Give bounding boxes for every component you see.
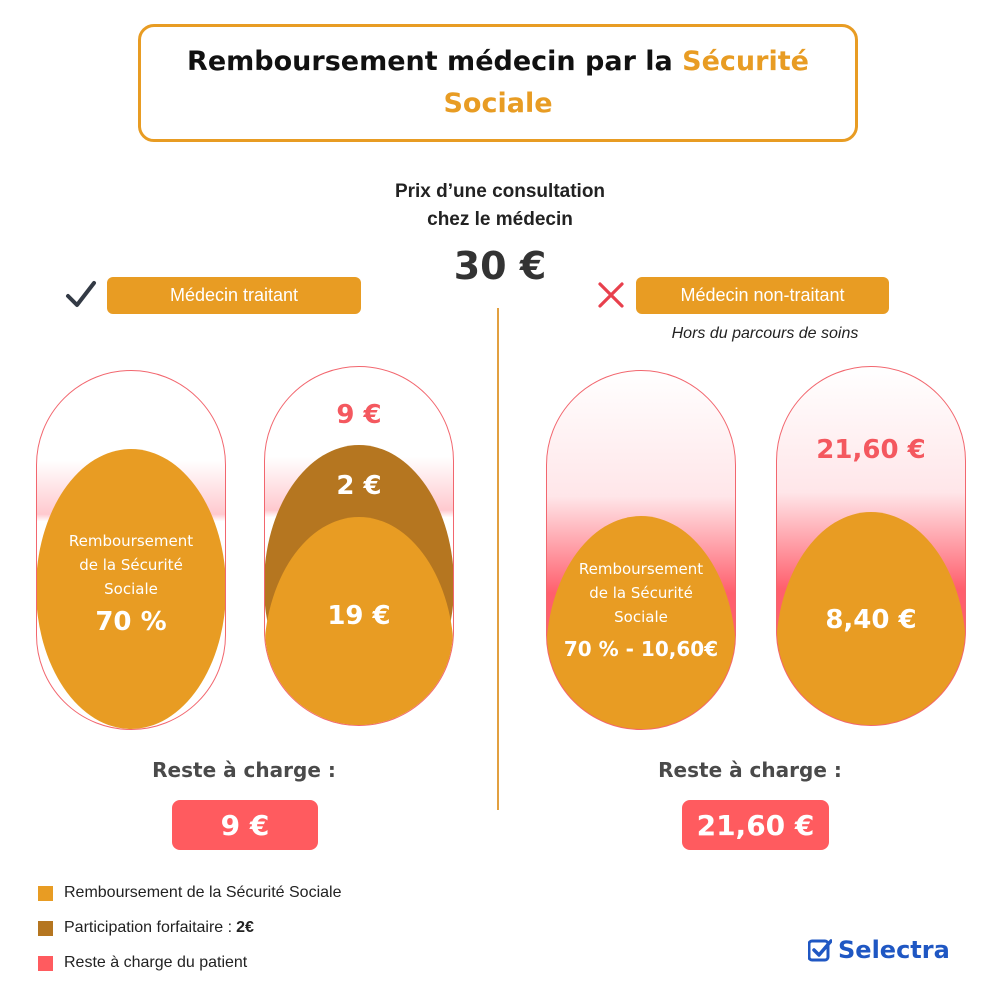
selectra-logo: Selectra — [808, 935, 950, 965]
capsule-reste-value: 9 € — [336, 400, 382, 430]
legend-item-reste: Reste à charge du patient — [38, 952, 247, 974]
capsule-label-line3: Sociale — [104, 580, 158, 598]
legend-item-participation: Participation forfaitaire : 2€ — [38, 917, 254, 939]
check-icon — [66, 281, 96, 307]
tag-medecin-non-traitant: Médecin non-traitant — [636, 277, 889, 314]
reste-badge-right: 21,60 € — [682, 800, 829, 850]
center-divider — [497, 308, 499, 810]
legend-strong: 2€ — [236, 919, 254, 936]
tag-medecin-traitant: Médecin traitant — [107, 277, 361, 314]
reste-label-right: Reste à charge : — [658, 758, 842, 782]
capsule-traitant-remboursement: Remboursement de la Sécurité Sociale 70 … — [36, 370, 226, 730]
consultation-caption-line1: Prix d’une consultation — [394, 181, 606, 202]
title-main: Remboursement médecin par la — [187, 46, 683, 77]
capsule-label-line2: de la Sécurité — [79, 556, 183, 574]
capsule-non-traitant-montants: 21,60 € 8,40 € — [776, 366, 966, 726]
brand-name: Selectra — [838, 936, 950, 964]
consultation-caption-line2: chez le médecin — [427, 209, 573, 230]
legend-swatch-orange — [38, 885, 53, 901]
cross-icon — [598, 282, 624, 308]
capsule-non-traitant-remboursement: Remboursement de la Sécurité Sociale 70 … — [546, 370, 736, 730]
reste-label-left: Reste à charge : — [152, 758, 336, 782]
capsule-rembourse-value: 19 € — [327, 601, 391, 631]
legend-label: Remboursement de la Sécurité Sociale — [64, 884, 342, 901]
hors-parcours-note: Hors du parcours de soins — [671, 325, 859, 342]
legend-label: Reste à charge du patient — [64, 954, 248, 971]
capsule-percentage: 70 % — [95, 607, 167, 637]
capsule-rembourse-value: 8,40 € — [825, 605, 917, 635]
selectra-check-icon — [808, 939, 832, 962]
page-title: Remboursement médecin par la Sécurité So… — [168, 41, 828, 125]
title-accent: Sécurité Sociale — [443, 46, 809, 119]
disc-remboursement — [547, 516, 735, 729]
capsule-traitant-montants: 9 € 2 € 19 € — [264, 366, 454, 726]
capsule-participation-value: 2 € — [336, 471, 382, 501]
disc-remboursement — [777, 512, 965, 725]
capsule-label-line1: Remboursement — [578, 560, 704, 578]
legend-swatch-brown — [38, 920, 53, 936]
consultation-caption: Prix d’une consultation chez le médecin — [350, 178, 650, 234]
capsule-label-line2: de la Sécurité — [589, 584, 693, 602]
disc-remboursement — [265, 517, 453, 725]
legend-label: Participation forfaitaire : — [64, 919, 233, 936]
title-box: Remboursement médecin par la Sécurité So… — [138, 24, 858, 142]
reste-badge-left: 9 € — [172, 800, 318, 850]
capsule-percentage: 70 % - 10,60€ — [563, 637, 719, 661]
capsule-reste-value: 21,60 € — [816, 435, 926, 465]
capsule-label-line1: Remboursement — [68, 532, 194, 550]
disc-remboursement — [37, 449, 225, 729]
consultation-price: 30 € — [453, 244, 547, 288]
legend-item-remboursement: Remboursement de la Sécurité Sociale — [38, 882, 341, 904]
capsule-label-line3: Sociale — [614, 608, 668, 626]
legend-swatch-red — [38, 955, 53, 971]
